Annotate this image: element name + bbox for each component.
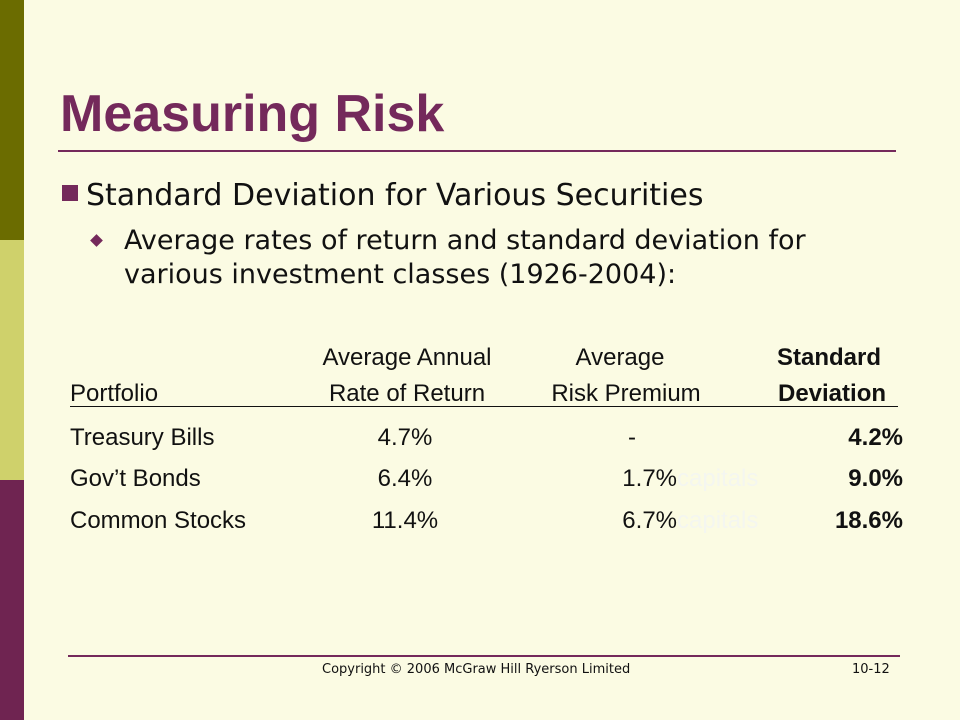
diamond-bullet-icon bbox=[90, 234, 103, 247]
footer-page-number: 10-12 bbox=[852, 662, 890, 677]
row-treasury-portfolio: Treasury Bills bbox=[70, 424, 215, 451]
row-treasury-premium: - bbox=[628, 424, 636, 451]
row-stocks-ghost-text: capitals bbox=[677, 507, 759, 534]
header-sd-line2: Deviation bbox=[777, 380, 887, 407]
title-divider bbox=[58, 150, 896, 152]
row-bonds-return: 6.4% bbox=[377, 465, 433, 492]
bullet-level2: Average rates of return and standard dev… bbox=[88, 224, 908, 292]
row-stocks-premium: 6.7% bbox=[622, 507, 677, 534]
bullet-level2-text: Average rates of return and standard dev… bbox=[124, 225, 806, 290]
header-return-line1: Average Annual bbox=[322, 344, 492, 371]
square-bullet-icon bbox=[62, 185, 78, 201]
header-return-line2: Rate of Return bbox=[328, 380, 486, 407]
header-premium-line2: Risk Premium bbox=[551, 380, 701, 407]
row-bonds-portfolio: Gov’t Bonds bbox=[70, 465, 201, 492]
sidebar-band-bottom bbox=[0, 480, 24, 720]
bullet-level1: Standard Deviation for Various Securitie… bbox=[62, 178, 703, 213]
bullet-level1-text: Standard Deviation for Various Securitie… bbox=[86, 178, 704, 213]
header-portfolio: Portfolio bbox=[70, 380, 159, 407]
sidebar-band-middle bbox=[0, 240, 24, 480]
row-bonds-premium: 1.7% bbox=[622, 465, 677, 492]
footer-copyright: Copyright © 2006 McGraw Hill Ryerson Lim… bbox=[322, 662, 631, 677]
header-premium-line1: Average bbox=[575, 344, 665, 371]
row-treasury-return: 4.7% bbox=[377, 424, 433, 451]
row-stocks-sd: 18.6% bbox=[834, 507, 903, 534]
row-stocks-return: 11.4% bbox=[371, 507, 439, 534]
header-sd-line1: Standard bbox=[776, 344, 882, 371]
row-bonds-ghost-text: capitals bbox=[677, 465, 759, 492]
footer-divider bbox=[68, 655, 900, 657]
row-bonds-sd: 9.0% bbox=[848, 465, 903, 492]
row-stocks-portfolio: Common Stocks bbox=[70, 507, 247, 534]
sidebar-band-top bbox=[0, 0, 24, 240]
row-treasury-sd: 4.2% bbox=[848, 424, 903, 451]
slide-title: Measuring Risk bbox=[60, 85, 445, 143]
